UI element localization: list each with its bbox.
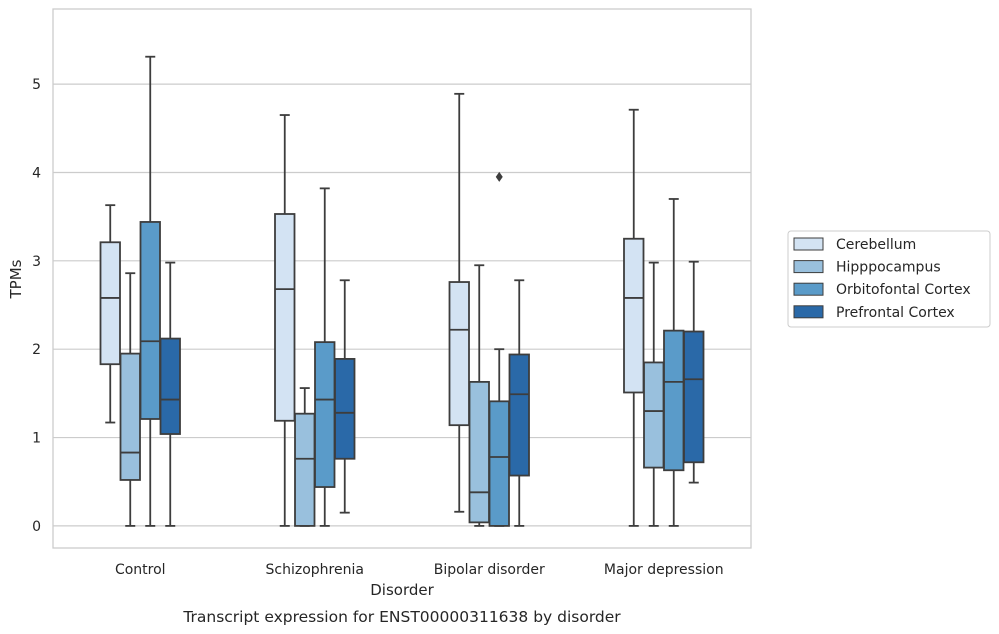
box-body	[448, 281, 470, 427]
box-body	[488, 400, 510, 527]
box-body	[334, 358, 356, 460]
box-body	[683, 330, 705, 464]
legend-label: Cerebellum	[836, 237, 916, 253]
box-body	[119, 352, 141, 481]
outlier-point	[495, 171, 503, 182]
box-cerebellum	[623, 108, 645, 527]
x-tick-label: Schizophrenia	[266, 562, 364, 578]
y-axis-title: TPMs	[7, 259, 25, 299]
legend-swatch	[793, 237, 824, 251]
y-tick-label: 4	[32, 165, 41, 181]
y-tick-label: 0	[32, 519, 41, 535]
box-orbitofontal-cortex	[663, 198, 685, 527]
box-cerebellum	[99, 204, 121, 424]
box-body	[314, 341, 336, 488]
box-body	[159, 337, 181, 435]
box-body	[623, 237, 645, 394]
x-tick-label: Control	[115, 562, 166, 578]
y-tick-label: 1	[32, 431, 41, 447]
x-tick-label: Major depression	[604, 562, 724, 578]
box-body	[294, 412, 316, 527]
box-cerebellum	[274, 114, 296, 527]
y-tick-label: 5	[32, 77, 41, 93]
box-orbitofontal-cortex	[314, 187, 336, 527]
x-tick-label: Bipolar disorder	[434, 562, 545, 578]
box-prefrontal-cortex	[159, 261, 181, 527]
box-body	[508, 353, 530, 477]
legend-label: Hipppocampus	[836, 260, 941, 276]
box-hipppocampus	[643, 261, 665, 527]
box-body	[99, 241, 121, 366]
x-axis-title: Disorder	[370, 581, 434, 599]
boxes	[99, 55, 705, 527]
box-cerebellum	[448, 92, 470, 513]
x-tick-labels: Control Schizophrenia Bipolar disorder Majo…	[115, 562, 724, 578]
box-body	[663, 329, 685, 472]
legend-frame	[787, 230, 991, 328]
box-body	[468, 380, 490, 524]
legend-swatch	[793, 282, 824, 296]
legend-label: Prefrontal Cortex	[836, 305, 955, 321]
box-body	[274, 213, 296, 422]
y-tick-labels: 0 1 2 3 4 5	[32, 77, 41, 535]
legend-swatch	[793, 260, 824, 274]
y-tick-label: 3	[32, 254, 41, 270]
legend: Cerebellum Hipppocampus Orbitofontal Corte…	[787, 230, 991, 328]
box-orbitofontal-cortex	[139, 55, 161, 527]
box-prefrontal-cortex	[508, 279, 530, 527]
box-prefrontal-cortex	[683, 260, 705, 484]
legend-label: Orbitofontal Cortex	[836, 282, 971, 298]
y-tick-label: 2	[32, 342, 41, 358]
box-body	[643, 361, 665, 469]
chart-caption: Transcript expression for ENST0000031163…	[182, 608, 621, 626]
box-prefrontal-cortex	[334, 279, 356, 514]
legend-swatch	[793, 305, 824, 319]
box-body	[139, 221, 161, 420]
